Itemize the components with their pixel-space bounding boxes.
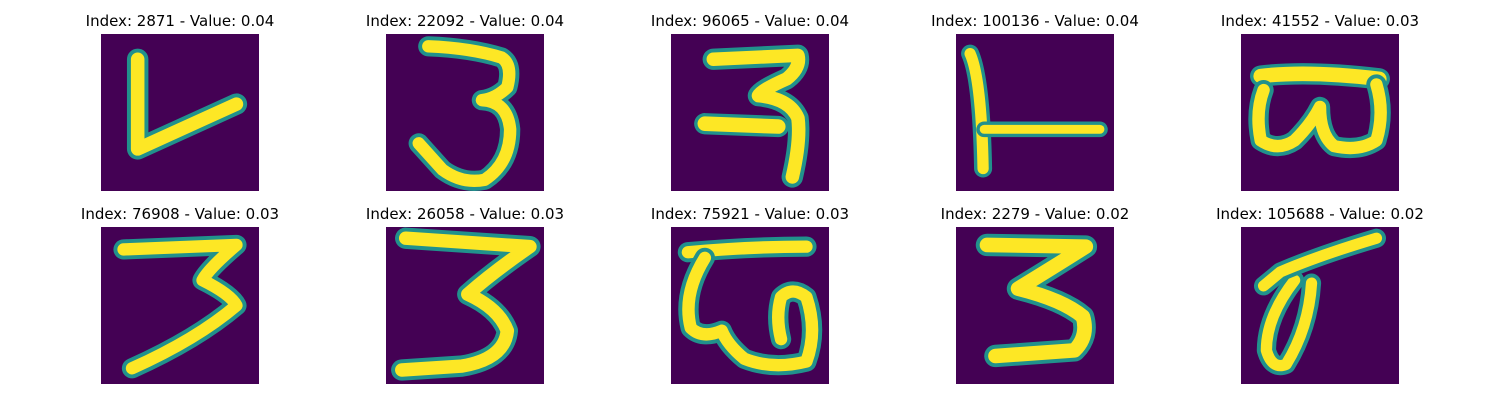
digit-image <box>671 34 829 191</box>
panel-title: Index: 22092 - Value: 0.04 <box>365 12 565 30</box>
panel-title: Index: 2871 - Value: 0.04 <box>85 12 275 30</box>
panel-4: Index: 100136 - Value: 0.04 <box>885 0 1185 193</box>
digit-image <box>1241 227 1399 384</box>
panel-3: Index: 96065 - Value: 0.04 <box>600 0 900 193</box>
panel-title: Index: 2279 - Value: 0.02 <box>940 205 1130 223</box>
panel-5: Index: 41552 - Value: 0.03 <box>1170 0 1470 193</box>
panel-7: Index: 26058 - Value: 0.03 <box>315 193 615 386</box>
panel-8: Index: 75921 - Value: 0.03 <box>600 193 900 386</box>
panel-10: Index: 105688 - Value: 0.02 <box>1170 193 1470 386</box>
digit-image <box>101 227 259 384</box>
panel-title: Index: 100136 - Value: 0.04 <box>931 12 1139 30</box>
panel-2: Index: 22092 - Value: 0.04 <box>315 0 615 193</box>
panel-title: Index: 75921 - Value: 0.03 <box>650 205 850 223</box>
digit-image <box>386 34 544 191</box>
panel-title: Index: 105688 - Value: 0.02 <box>1216 205 1424 223</box>
panel-1: Index: 2871 - Value: 0.04 <box>30 0 330 193</box>
digit-image <box>671 227 829 384</box>
panel-9: Index: 2279 - Value: 0.02 <box>885 193 1185 386</box>
digit-image <box>956 227 1114 384</box>
panel-title: Index: 41552 - Value: 0.03 <box>1220 12 1420 30</box>
panel-title: Index: 96065 - Value: 0.04 <box>650 12 850 30</box>
panel-title: Index: 76908 - Value: 0.03 <box>80 205 280 223</box>
digit-image <box>101 34 259 191</box>
panel-6: Index: 76908 - Value: 0.03 <box>30 193 330 386</box>
panel-title: Index: 26058 - Value: 0.03 <box>365 205 565 223</box>
digit-image <box>386 227 544 384</box>
digit-image <box>1241 34 1399 191</box>
digit-image <box>956 34 1114 191</box>
